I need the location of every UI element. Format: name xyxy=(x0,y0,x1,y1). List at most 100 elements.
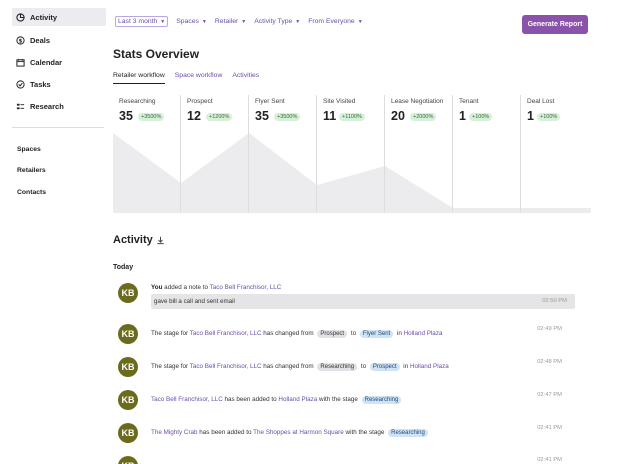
space-link[interactable]: Holland Plaza xyxy=(409,363,449,370)
note-content: gave bill a call and sent email 02:50 PM xyxy=(151,294,575,309)
activity-phrase: in xyxy=(395,330,404,337)
timestamp: 02:50 PM xyxy=(542,298,567,304)
stage-pill: Researching xyxy=(388,429,428,437)
stage-pill: Prospect xyxy=(369,363,400,371)
retailer-link[interactable]: Taco Bell Franchisor, LLC xyxy=(151,396,223,403)
timestamp: 02:49 PM xyxy=(537,326,562,332)
space-link[interactable]: Holland Plaza xyxy=(278,396,318,403)
stage-change-badge: +1200% xyxy=(206,113,233,121)
stage-name: Lease Negotiation xyxy=(391,98,444,105)
calendar-icon xyxy=(16,58,25,67)
activity-entry: KB 02:41 PM xyxy=(118,456,588,464)
download-icon[interactable] xyxy=(156,236,165,245)
sidebar-item-label: Calendar xyxy=(30,57,63,67)
sidebar-divider xyxy=(12,127,104,128)
stage-card[interactable]: Deal Lost 1 +100% xyxy=(521,95,591,213)
tab-retailer-workflow[interactable]: Retailer workflow xyxy=(113,72,165,84)
activity-text: You added a note to Taco Bell Franchisor… xyxy=(151,284,281,291)
retailer-link[interactable]: Taco Bell Franchisor, LLC xyxy=(209,284,282,291)
svg-text:$: $ xyxy=(19,38,23,44)
activity-phrase: with the stage xyxy=(317,396,360,403)
filter-retailer[interactable]: Retailer ▼ xyxy=(215,16,246,27)
research-icon xyxy=(16,103,25,109)
activity-phrase: has changed from xyxy=(261,330,316,337)
retailer-link[interactable]: Taco Bell Franchisor, LLC xyxy=(189,330,262,337)
avatar: KB xyxy=(118,324,138,344)
space-link[interactable]: The Shoppes at Harmon Square xyxy=(253,429,344,436)
filter-date-range[interactable]: Last 3 month ▼ xyxy=(115,16,169,27)
dollar-icon: $ xyxy=(16,35,25,45)
avatar: KB xyxy=(118,390,138,410)
stage-change-badge: +3500% xyxy=(138,113,165,121)
sidebar: Activity $ Deals Calendar Tasks Research… xyxy=(0,0,108,464)
caret-down-icon: ▼ xyxy=(201,18,207,25)
activity-entry: KB The Mighty Crab has been added to The… xyxy=(118,423,588,445)
sidebar-item-retailers[interactable]: Retailers xyxy=(17,167,46,174)
tab-activities[interactable]: Activities xyxy=(232,72,260,79)
tab-space-workflow[interactable]: Space workflow xyxy=(174,72,223,79)
sidebar-item-activity[interactable]: Activity xyxy=(12,8,106,26)
timestamp: 02:48 PM xyxy=(537,359,562,365)
timestamp: 02:41 PM xyxy=(537,457,562,463)
avatar: KB xyxy=(118,283,138,303)
sidebar-item-research[interactable]: Research xyxy=(12,97,106,115)
sidebar-item-deals[interactable]: $ Deals xyxy=(12,31,106,49)
filter-activity-type[interactable]: Activity Type ▼ xyxy=(254,16,300,27)
activity-entry: KB Taco Bell Franchisor, LLC has been ad… xyxy=(118,390,588,412)
stage-name: Prospect xyxy=(187,98,213,105)
stage-card[interactable]: Site Visited 11 +1100% xyxy=(317,95,385,213)
retailer-link[interactable]: Taco Bell Franchisor, LLC xyxy=(189,363,262,370)
timestamp: 02:41 PM xyxy=(537,425,562,431)
caret-down-icon: ▼ xyxy=(295,18,301,25)
caret-down-icon: ▼ xyxy=(241,18,247,25)
sidebar-item-label: Tasks xyxy=(30,79,51,89)
stage-pill: Prospect xyxy=(317,330,348,338)
stage-change-badge: +1100% xyxy=(339,113,365,121)
stage-name: Site Visited xyxy=(323,98,356,105)
date-group-label: Today xyxy=(113,264,134,271)
retailer-link[interactable]: The Mighty Crab xyxy=(151,429,198,436)
stage-name: Deal Lost xyxy=(527,98,555,105)
caret-down-icon: ▼ xyxy=(357,18,363,25)
filter-spaces[interactable]: Spaces ▼ xyxy=(176,16,207,27)
timestamp: 02:47 PM xyxy=(537,392,562,398)
stage-count: 35 xyxy=(255,109,269,123)
stage-card[interactable]: Researching 35 +3500% xyxy=(113,95,181,213)
sidebar-item-contacts[interactable]: Contacts xyxy=(17,189,47,196)
workflow-tabs: Retailer workflow Space workflow Activit… xyxy=(113,72,259,84)
sidebar-item-calendar[interactable]: Calendar xyxy=(12,53,106,71)
stage-count: 11 xyxy=(323,109,337,123)
filter-from-everyone[interactable]: From Everyone ▼ xyxy=(308,16,362,27)
activity-phrase: The stage for xyxy=(151,330,190,337)
stats-funnel: Researching 35 +3500% Prospect 12 +1200%… xyxy=(113,95,591,215)
activity-phrase: The stage for xyxy=(151,363,190,370)
stage-card[interactable]: Lease Negotiation 20 +2000% xyxy=(385,95,453,213)
stage-card[interactable]: Flyer Sent 35 +3500% xyxy=(249,95,317,213)
activity-entry: KB The stage for Taco Bell Franchisor, L… xyxy=(118,357,588,379)
sidebar-item-label: Deals xyxy=(30,35,51,45)
actor-name: You xyxy=(151,284,163,291)
stage-card[interactable]: Tenant 1 +100% xyxy=(453,95,521,213)
activity-phrase: has been added to xyxy=(197,429,254,436)
activity-phrase: to xyxy=(349,330,358,337)
avatar: KB xyxy=(118,423,138,443)
stage-card[interactable]: Prospect 12 +1200% xyxy=(181,95,249,213)
sidebar-item-tasks[interactable]: Tasks xyxy=(12,75,106,93)
activity-phrase: with the stage xyxy=(343,429,387,436)
generate-report-button[interactable]: Generate Report xyxy=(522,15,588,34)
activity-entry: KB The stage for Taco Bell Franchisor, L… xyxy=(118,324,588,346)
avatar: KB xyxy=(118,456,138,464)
activity-text: The stage for Taco Bell Franchisor, LLC … xyxy=(151,363,449,371)
sidebar-item-spaces[interactable]: Spaces xyxy=(17,146,41,153)
filter-label: Activity Type xyxy=(254,18,293,25)
space-link[interactable]: Holland Plaza xyxy=(403,330,443,337)
pie-chart-icon xyxy=(16,12,25,22)
note-text: gave bill a call and sent email xyxy=(154,298,235,305)
stage-count: 1 xyxy=(527,109,534,123)
stage-pill: Researching xyxy=(317,363,358,371)
filter-bar: Last 3 month ▼ Spaces ▼ Retailer ▼ Activity… xyxy=(115,16,363,27)
stage-change-badge: +2000% xyxy=(410,113,437,121)
activity-phrase: to xyxy=(359,363,368,370)
stage-change-badge: +100% xyxy=(469,113,493,121)
